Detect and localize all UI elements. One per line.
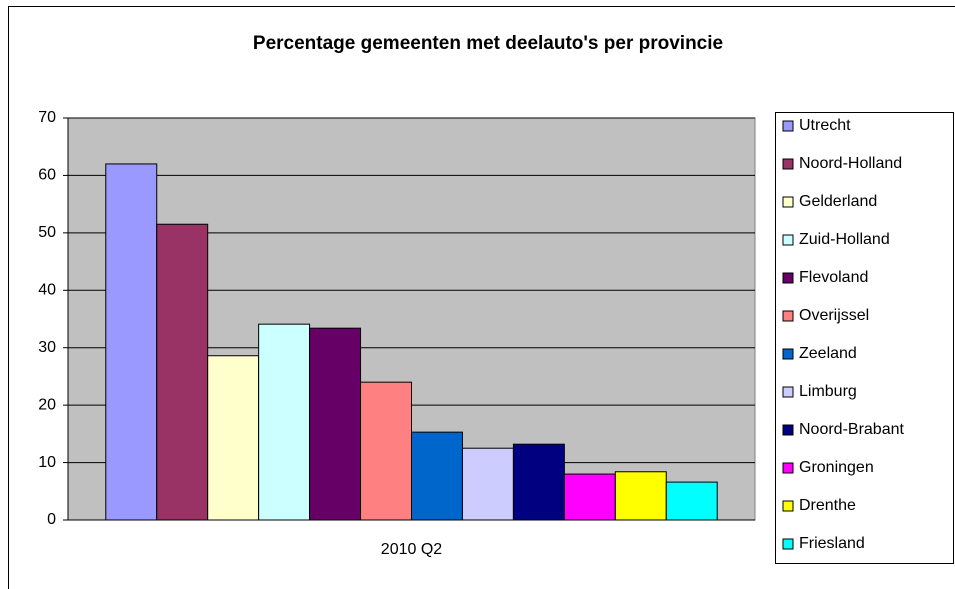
bar (411, 431, 463, 521)
y-tick-label: 50 (38, 224, 56, 241)
legend-label: Flevoland (799, 269, 868, 286)
y-tick-label: 30 (38, 339, 56, 356)
legend-swatch (782, 538, 794, 550)
legend-label: Zuid-Holland (799, 231, 890, 248)
x-tick-label: 2010 Q2 (381, 541, 442, 558)
legend-swatch (782, 462, 794, 474)
bar (309, 327, 362, 521)
bar (614, 471, 667, 521)
legend-label: Noord-Holland (799, 155, 902, 172)
legend-swatch (782, 158, 794, 170)
legend-label: Zeeland (799, 345, 857, 362)
legend-swatch (782, 386, 794, 398)
legend-label: Gelderland (799, 193, 877, 210)
legend-swatch (782, 500, 794, 512)
y-tick-label: 60 (38, 167, 56, 184)
legend-swatch (782, 424, 794, 436)
legend-swatch (782, 348, 794, 360)
legend (775, 112, 954, 564)
bar (665, 481, 718, 521)
bar (207, 355, 260, 521)
y-tick-label: 0 (47, 511, 56, 528)
legend-swatch (782, 234, 794, 246)
y-tick-label: 10 (38, 454, 56, 471)
legend-label: Overijssel (799, 307, 869, 324)
bar (105, 163, 158, 521)
legend-swatch (782, 196, 794, 208)
y-tick-label: 70 (38, 109, 56, 126)
legend-label: Utrecht (799, 117, 851, 134)
legend-label: Noord-Brabant (799, 421, 905, 438)
bar (156, 223, 209, 521)
bar (258, 323, 311, 521)
chart-title: Percentage gemeenten met deelauto's per … (253, 33, 723, 54)
legend-swatch (782, 120, 794, 132)
y-tick-label: 40 (38, 282, 56, 299)
bar (512, 443, 565, 521)
bar (360, 381, 412, 521)
bar (461, 447, 514, 521)
bar (563, 473, 616, 521)
legend-swatch (782, 310, 794, 322)
legend-label: Limburg (799, 383, 857, 400)
legend-swatch (782, 272, 794, 284)
legend-label: Friesland (799, 535, 865, 552)
y-tick-label: 20 (38, 396, 56, 413)
legend-label: Drenthe (799, 497, 856, 514)
legend-label: Groningen (799, 459, 874, 476)
